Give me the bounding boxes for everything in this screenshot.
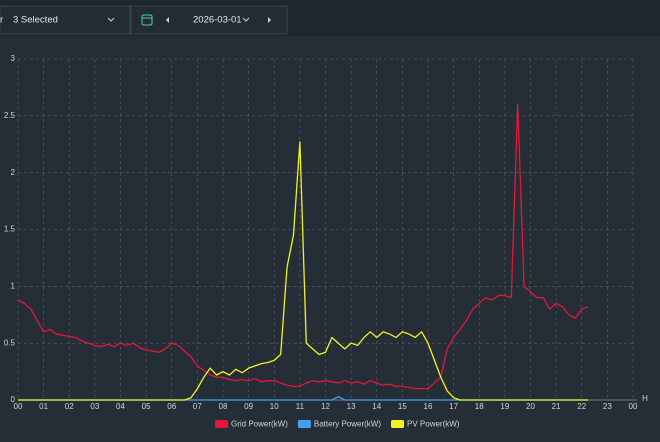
x-tick-label: 09 [244,402,253,411]
x-tick-label: 14 [372,402,381,411]
chevron [242,17,250,22]
x-tick-label: 16 [424,402,433,411]
x-tick-label: 00 [14,402,23,411]
x-tick-label: 17 [449,402,458,411]
next-day[interactable] [268,17,271,23]
x-tick-label: 18 [475,402,484,411]
x-tick-label: 00 [629,402,638,411]
y-tick-label: 1.5 [4,225,16,234]
series-line [17,103,589,390]
filter-prefix: r [0,15,3,26]
x-tick-label: 19 [500,402,509,411]
x-tick-label: 15 [398,402,407,411]
y-tick-label: 2.5 [4,111,16,120]
x-tick-label: 01 [39,402,48,411]
toolbar: r 3 Selected 2026-03-01 [0,0,660,36]
legend-label: PV Power(kW) [407,420,460,429]
filter-selected: 3 Selected [13,15,58,26]
x-tick-label: 11 [296,402,305,411]
x-tick-label: 03 [90,402,99,411]
series-line [18,141,589,401]
x-tick-label: 07 [193,402,202,411]
chart: 0 0.5 1 1.5 2 2.5 3 00 01 02 03 04 05 06 07 08 09 10 11 12 1… [4,54,648,429]
legend-swatch [215,420,228,428]
y-tick-label: 0.5 [4,338,16,347]
x-tick-label: 06 [167,402,176,411]
x-tick-label: 20 [526,402,535,411]
calendar-icon[interactable] [141,14,153,26]
legend-swatch [391,420,405,428]
legend-label: Battery Power(kW) [314,420,381,429]
x-tick-label: 04 [116,402,125,411]
filter-select[interactable] [0,5,131,35]
x-tick-label: 08 [219,402,228,411]
x-unit: H [642,394,648,403]
x-tick-label: 22 [577,402,586,411]
y-tick-label: 0 [11,395,16,404]
date: 2026-03-01 [193,15,242,26]
x-tick-label: 02 [65,402,74,411]
y-tick-label: 3 [11,54,16,63]
prev-day[interactable] [166,17,169,23]
y-tick-label: 2 [11,168,16,177]
x-tick-label: 05 [142,402,151,411]
chevron [107,17,115,22]
legend-label: Grid Power(kW) [231,420,288,429]
x-tick-label: 12 [321,402,330,411]
x-tick-label: 10 [270,402,279,411]
date-picker[interactable] [130,5,288,35]
x-tick-label: 13 [347,402,356,411]
y-tick-label: 1 [11,281,16,290]
legend-swatch [297,420,311,428]
x-tick-label: 21 [552,402,561,411]
x-tick-label: 23 [603,402,612,411]
